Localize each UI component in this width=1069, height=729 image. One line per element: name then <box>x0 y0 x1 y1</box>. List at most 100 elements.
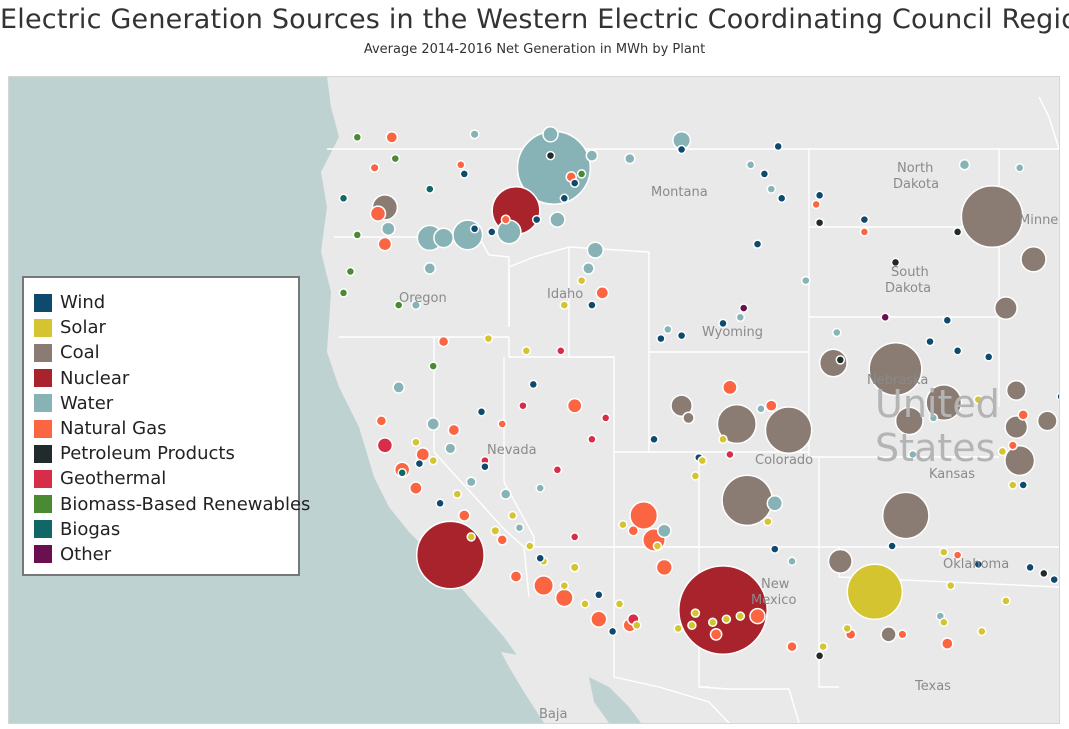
legend-item-wind[interactable]: Wind <box>34 290 298 315</box>
plant-coal[interactable] <box>880 626 897 643</box>
plant-solar[interactable] <box>690 471 701 481</box>
plant-solar[interactable] <box>569 562 580 573</box>
plant-wind[interactable] <box>983 352 994 362</box>
plant-wind[interactable] <box>607 626 618 637</box>
legend-item-other[interactable]: Other <box>34 542 298 567</box>
plant-wind[interactable] <box>459 169 470 179</box>
plant-water[interactable] <box>542 126 559 143</box>
plant-wind[interactable] <box>414 458 425 469</box>
plant-natural-gas[interactable] <box>1007 440 1018 451</box>
plant-water[interactable] <box>663 324 673 335</box>
plant-natural-gas[interactable] <box>456 160 466 170</box>
plant-biogas[interactable] <box>397 468 407 478</box>
plant-solar[interactable] <box>697 455 708 466</box>
plant-biogas[interactable] <box>425 184 435 194</box>
plant-coal[interactable] <box>670 394 693 418</box>
plant-wind[interactable] <box>587 300 597 310</box>
plant-solar[interactable] <box>1008 480 1018 490</box>
plant-biomass-based-renewables[interactable] <box>428 361 438 371</box>
plant-wind[interactable] <box>487 227 497 237</box>
plant-geothermal[interactable] <box>518 400 528 411</box>
plant-water[interactable] <box>908 449 918 460</box>
plant-wind[interactable] <box>952 346 963 356</box>
plant-solar[interactable] <box>559 580 570 591</box>
plant-wind[interactable] <box>973 559 984 570</box>
plant-coal[interactable] <box>925 384 963 422</box>
plant-natural-gas[interactable] <box>385 130 399 144</box>
plant-water[interactable] <box>756 404 766 414</box>
plant-petroleum-products[interactable] <box>1039 568 1049 579</box>
plant-natural-gas[interactable] <box>497 419 507 429</box>
plant-water[interactable] <box>444 442 457 455</box>
legend-item-natural-gas[interactable]: Natural Gas <box>34 416 298 441</box>
plant-wind[interactable] <box>559 193 570 204</box>
plant-coal[interactable] <box>716 403 757 445</box>
plant-solar[interactable] <box>632 620 642 631</box>
plant-geothermal[interactable] <box>725 449 735 460</box>
plant-nuclear[interactable] <box>678 565 768 656</box>
legend-item-coal[interactable]: Coal <box>34 340 298 365</box>
plant-geothermal[interactable] <box>600 413 611 423</box>
plant-wind[interactable] <box>942 315 953 326</box>
plant-wind[interactable] <box>1018 480 1028 490</box>
plant-wind[interactable] <box>594 590 604 600</box>
plant-solar[interactable] <box>490 525 501 536</box>
plant-geothermal[interactable] <box>556 346 566 356</box>
plant-solar[interactable] <box>939 547 949 557</box>
plant-coal[interactable] <box>1004 415 1029 440</box>
plant-wind[interactable] <box>656 333 666 344</box>
plant-water[interactable] <box>832 327 842 338</box>
plant-wind[interactable] <box>676 330 687 341</box>
plant-solar[interactable] <box>997 446 1008 457</box>
plant-water[interactable] <box>452 219 484 251</box>
plant-coal[interactable] <box>1005 379 1027 401</box>
plant-coal[interactable] <box>993 296 1018 321</box>
plant-coal[interactable] <box>894 406 924 436</box>
plant-water[interactable] <box>585 149 599 162</box>
plant-water[interactable] <box>514 522 525 533</box>
plant-petroleum-products[interactable] <box>814 217 825 228</box>
plant-water[interactable] <box>465 476 477 488</box>
plant-natural-gas[interactable] <box>786 640 798 653</box>
plant-water[interactable] <box>535 483 545 493</box>
plant-solar[interactable] <box>411 437 421 448</box>
plant-water[interactable] <box>745 160 756 170</box>
plant-solar[interactable] <box>452 489 463 499</box>
plant-wind[interactable] <box>859 214 870 225</box>
plant-biomass-based-renewables[interactable] <box>352 132 363 143</box>
plant-coal[interactable] <box>1004 445 1036 477</box>
plant-natural-gas[interactable] <box>369 162 380 173</box>
plant-natural-gas[interactable] <box>655 558 673 577</box>
plant-solar[interactable] <box>618 519 628 530</box>
plant-biomass-based-renewables[interactable] <box>352 230 363 240</box>
plant-solar[interactable] <box>763 516 773 527</box>
plant-biomass-based-renewables[interactable] <box>345 266 356 277</box>
plant-natural-gas[interactable] <box>500 214 511 225</box>
plant-solar[interactable] <box>707 617 718 628</box>
plant-solar[interactable] <box>718 434 728 445</box>
plant-wind[interactable] <box>649 434 659 445</box>
plant-wind[interactable] <box>814 190 825 201</box>
plant-natural-gas[interactable] <box>457 509 471 522</box>
plant-natural-gas[interactable] <box>509 570 523 583</box>
plant-solar[interactable] <box>580 599 590 609</box>
plant-wind[interactable] <box>770 544 780 554</box>
plant-natural-gas[interactable] <box>764 399 778 413</box>
plant-solar[interactable] <box>521 346 532 356</box>
plant-wind[interactable] <box>1025 562 1035 573</box>
plant-solar[interactable] <box>721 614 732 624</box>
plant-coal[interactable] <box>868 342 923 397</box>
plant-solar[interactable] <box>559 300 570 310</box>
plant-geothermal[interactable] <box>376 437 394 454</box>
plant-solar[interactable] <box>945 580 956 591</box>
plant-biomass-based-renewables[interactable] <box>390 153 401 164</box>
plant-solar[interactable] <box>977 626 987 637</box>
plant-water[interactable] <box>801 275 811 286</box>
plant-coal[interactable] <box>721 474 774 527</box>
plant-solar[interactable] <box>818 641 828 652</box>
plant-water[interactable] <box>423 262 437 275</box>
plant-wind[interactable] <box>759 169 770 179</box>
plant-water[interactable] <box>656 523 672 539</box>
plant-natural-gas[interactable] <box>1017 409 1029 421</box>
plant-biomass-based-renewables[interactable] <box>338 288 349 298</box>
